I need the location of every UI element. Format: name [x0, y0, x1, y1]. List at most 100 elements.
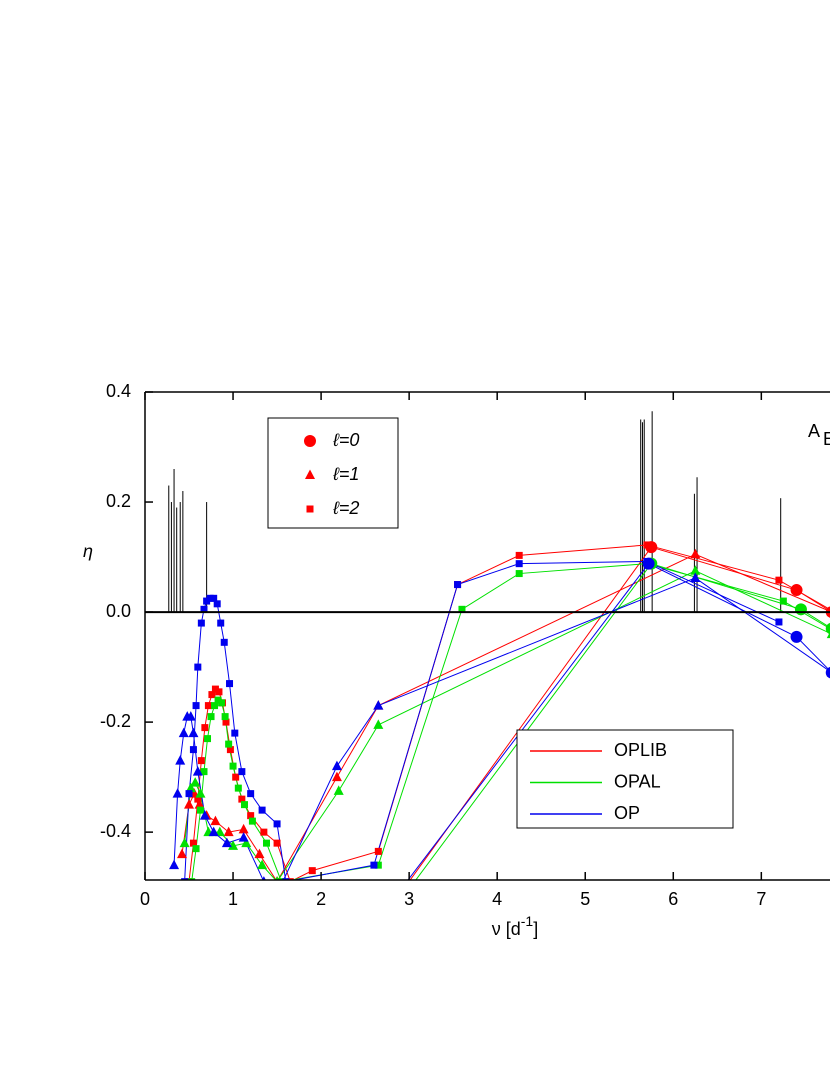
- x-tick-label: 0: [140, 889, 150, 909]
- marker-square: [374, 861, 382, 869]
- marker-triangle: [185, 711, 196, 721]
- marker-square: [273, 820, 281, 828]
- marker-triangle: [190, 777, 201, 787]
- marker-triangle: [373, 719, 384, 729]
- marker-triangle: [185, 782, 196, 793]
- marker-square: [204, 735, 212, 743]
- marker-square: [181, 878, 189, 880]
- marker-square: [247, 790, 255, 798]
- x-tick-label: 2: [316, 889, 326, 909]
- marker-triangle: [192, 766, 203, 776]
- marker-square: [775, 576, 783, 584]
- marker-square: [207, 713, 215, 721]
- marker-square: [232, 773, 240, 781]
- marker-square: [221, 713, 229, 721]
- model-line: [415, 563, 830, 880]
- model-legend: [516, 729, 734, 829]
- annotation: A: [808, 421, 820, 441]
- marker-square: [194, 663, 202, 671]
- legend-label: ℓ=1: [332, 464, 359, 484]
- marker-circle: [794, 603, 807, 616]
- marker-triangle: [208, 826, 219, 837]
- marker-square: [454, 581, 462, 589]
- marker-square: [217, 619, 225, 627]
- marker-square: [203, 597, 211, 605]
- marker-square: [226, 680, 234, 688]
- marker-square: [240, 801, 248, 809]
- plot-area: [168, 411, 830, 880]
- marker-square: [189, 839, 197, 847]
- marker-square: [225, 740, 233, 748]
- marker-triangle: [690, 572, 701, 582]
- marker-square: [206, 594, 214, 602]
- marker-square: [231, 729, 239, 737]
- marker-square: [370, 861, 378, 869]
- legend-label: OPAL: [614, 771, 661, 791]
- legend-label: ℓ=2: [332, 498, 359, 518]
- marker-square: [643, 557, 651, 565]
- marker-square: [229, 762, 237, 770]
- marker-triangle: [176, 848, 187, 859]
- marker-square: [188, 878, 196, 880]
- marker-square: [211, 685, 219, 693]
- legend-label: OPLIB: [614, 740, 667, 760]
- marker-square: [515, 551, 523, 559]
- x-tick-label: 5: [580, 889, 590, 909]
- marker-square: [643, 541, 651, 549]
- marker-triangle: [195, 788, 206, 798]
- x-tick-label: 4: [492, 889, 502, 909]
- x-label-sup: -1: [521, 913, 534, 929]
- marker-square: [196, 806, 204, 814]
- marker-square: [247, 812, 255, 820]
- marker-square: [258, 806, 266, 814]
- marker-square: [458, 605, 466, 613]
- axes: [144, 391, 830, 881]
- marker-triangle: [261, 876, 266, 880]
- marker-circle: [790, 584, 803, 597]
- marker-square: [826, 625, 830, 633]
- y-axis-label: η: [83, 541, 93, 561]
- y-tick-label: 0.4: [106, 381, 131, 401]
- marker-triangle: [210, 815, 221, 826]
- marker-triangle: [194, 799, 205, 809]
- marker-square: [306, 505, 314, 513]
- y-tick-label: -0.4: [100, 821, 131, 841]
- marker-triangle: [184, 799, 195, 809]
- marker-triangle: [331, 760, 342, 771]
- marker-triangle: [826, 670, 830, 677]
- marker-circle: [790, 630, 803, 643]
- marker-triangle: [175, 755, 186, 765]
- marker-square: [260, 828, 268, 836]
- marker-square: [779, 597, 787, 605]
- marker-triangle: [223, 826, 234, 837]
- model-line: [409, 546, 830, 880]
- legend-label: ℓ=0: [332, 430, 359, 450]
- x-axis-label: ν [d-1]: [492, 913, 538, 939]
- marker-square: [218, 699, 226, 707]
- marker-square: [238, 795, 246, 803]
- marker-triangle: [238, 823, 249, 834]
- marker-square: [197, 757, 205, 765]
- marker-square: [192, 845, 200, 853]
- marker-square: [204, 702, 212, 710]
- x-tick-label: 7: [756, 889, 766, 909]
- marker-square: [263, 839, 271, 847]
- marker-square: [374, 847, 382, 855]
- marker-triangle: [228, 840, 239, 850]
- marker-square: [211, 702, 219, 710]
- marker-square: [775, 618, 783, 626]
- marker-triangle: [826, 631, 830, 639]
- marker-triangle: [172, 788, 183, 798]
- marker-square: [200, 605, 208, 613]
- marker-triangle: [199, 810, 210, 820]
- marker-square: [213, 600, 221, 608]
- marker-square: [194, 795, 202, 803]
- marker-square: [282, 878, 290, 880]
- marker-square: [286, 878, 294, 880]
- marker-square: [201, 724, 209, 732]
- marker-square: [273, 839, 281, 847]
- marker-square: [208, 691, 216, 699]
- marker-square: [215, 688, 223, 696]
